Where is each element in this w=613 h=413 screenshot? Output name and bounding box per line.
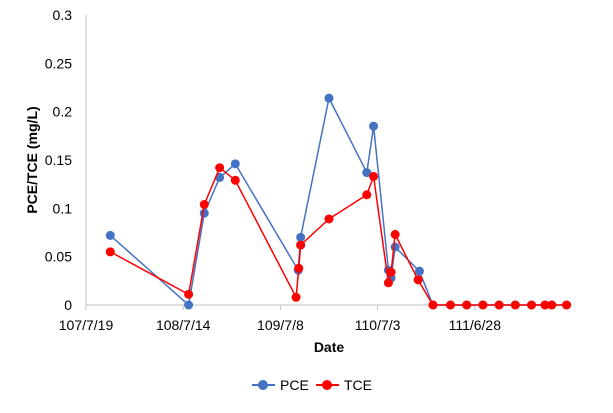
data-point-pce	[230, 159, 240, 169]
data-point-pce	[199, 208, 209, 218]
data-point-tce	[105, 247, 115, 257]
y-tick-label: 0.05	[45, 249, 72, 265]
y-tick-label: 0	[64, 297, 72, 313]
legend-item-pce: PCE	[252, 377, 309, 393]
y-tick-label: 0.3	[53, 7, 73, 23]
y-axis-title: PCE/TCE (mg/L)	[24, 106, 40, 213]
data-point-tce	[369, 171, 379, 181]
legend-item-tce: TCE	[316, 377, 372, 393]
data-point-tce	[462, 300, 472, 310]
data-point-tce	[294, 263, 304, 273]
y-tick-label: 0.1	[53, 200, 73, 216]
data-point-tce	[428, 300, 438, 310]
legend-pce-marker	[258, 380, 268, 390]
data-point-tce	[527, 300, 536, 310]
data-point-pce	[414, 266, 424, 276]
x-axis-title: Date	[314, 339, 345, 355]
y-tick-label: 0.2	[53, 104, 73, 120]
series-tce	[105, 163, 572, 310]
legend-pce-label: PCE	[280, 377, 309, 393]
series-line-tce	[109, 166, 567, 306]
tick-labels: 0 0.05 0.1 0.15 0.2 0.25 0.3 107/7/19 108/7/14 10…	[45, 7, 501, 333]
data-point-tce	[510, 300, 520, 310]
x-tick-label: 108/7/14	[156, 317, 211, 333]
series-pce	[105, 93, 572, 310]
data-point-tce	[291, 292, 301, 302]
y-tick-label: 0.15	[45, 152, 72, 168]
data-point-tce	[390, 229, 400, 239]
axes	[85, 15, 572, 306]
data-point-tce	[230, 175, 240, 185]
y-tick-label: 0.25	[45, 55, 72, 71]
data-point-pce	[390, 242, 400, 252]
data-point-tce	[184, 289, 194, 299]
x-tick-label: 109/7/8	[257, 317, 304, 333]
data-point-pce	[184, 300, 194, 310]
data-point-tce	[547, 300, 557, 310]
data-point-pce	[105, 230, 115, 240]
data-point-pce	[362, 168, 372, 178]
series-group	[105, 93, 572, 310]
data-point-tce	[494, 300, 504, 310]
x-tick-label: 110/7/3	[355, 317, 401, 333]
data-point-pce	[215, 172, 225, 182]
data-point-pce	[369, 121, 379, 131]
series-line-pce	[109, 95, 567, 307]
data-point-tce	[362, 190, 372, 200]
data-point-tce	[386, 267, 396, 277]
data-point-tce	[215, 163, 225, 173]
legend-tce-marker	[322, 380, 332, 390]
legend: PCE TCE	[252, 377, 372, 393]
data-point-tce	[446, 300, 455, 310]
data-point-tce	[478, 300, 488, 310]
data-point-pce	[324, 93, 334, 103]
legend-tce-label: TCE	[344, 377, 372, 393]
x-tick-label: 107/7/19	[59, 317, 114, 333]
data-point-tce	[296, 240, 306, 250]
data-point-tce	[199, 199, 209, 209]
data-point-tce	[562, 300, 572, 310]
data-point-tce	[413, 275, 423, 285]
data-point-tce	[324, 214, 334, 224]
data-point-pce	[296, 232, 306, 242]
data-point-tce	[383, 278, 393, 288]
x-tick-label: 111/6/28	[449, 317, 502, 333]
data-point-tce	[540, 300, 550, 310]
